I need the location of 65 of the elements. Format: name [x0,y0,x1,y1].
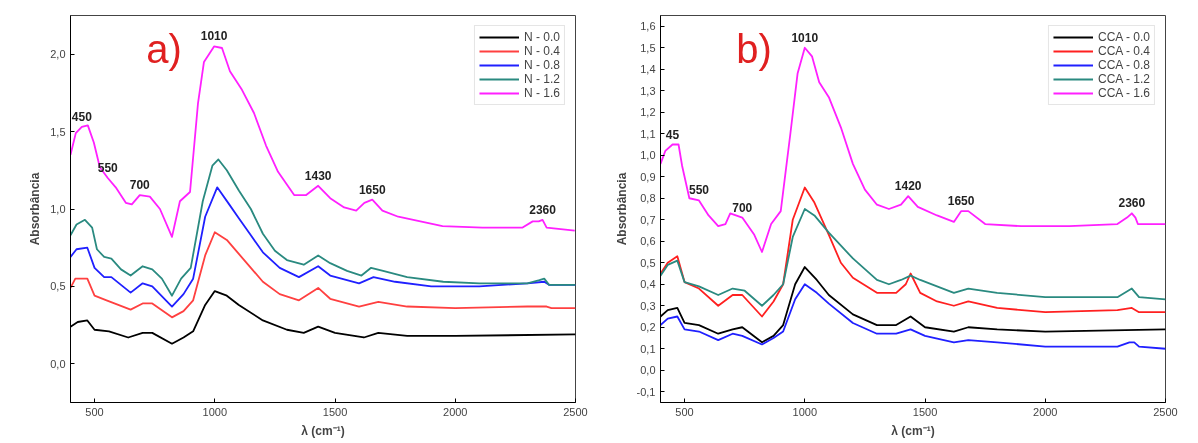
y-tick-label: 0,4 [640,278,656,291]
annotation: 700 [732,200,753,215]
line-series [660,283,1166,350]
y-tick-label: 1,5 [640,41,656,54]
y-tick-label: 0,6 [640,235,656,248]
x-axis-title: λ (cm⁻¹) [301,423,345,438]
x-tick-label: 2500 [563,405,588,418]
annotation: 1010 [200,29,228,44]
y-tick-label: 1,0 [50,203,66,215]
y-tick-label: 2,0 [50,48,66,61]
y-tick-label: 0,5 [50,280,66,293]
x-tick-label: 1000 [792,405,818,418]
y-tick-label: 0,0 [50,357,66,370]
y-tick-label: 0,7 [640,213,656,226]
annotation: 550 [688,183,710,198]
x-axis-title: λ (cm⁻¹) [891,423,935,438]
y-tick-label: 0,3 [640,299,656,312]
line-series [70,231,576,319]
y-tick-label: 1,0 [640,149,656,162]
legend-label: N - 1.6 [523,86,560,100]
annotation: 1420 [894,179,922,194]
legend-label: CCA - 1.6 [1097,86,1150,100]
x-tick-label: 2000 [1033,405,1058,418]
legend-label: CCA - 1.2 [1097,72,1150,86]
annotation: 1650 [947,194,975,209]
x-tick-label: 500 [675,405,694,418]
legend-label: N - 1.2 [523,72,560,86]
annotation: 1010 [791,30,819,45]
annotation: 2360 [529,202,557,217]
x-tick-label: 1000 [202,405,228,418]
legend-label: N - 0.0 [523,30,560,44]
annotation: 2360 [1118,196,1146,211]
y-tick-label: 0,9 [640,170,656,183]
legend-label: N - 0.8 [523,58,560,72]
y-tick-label: 1,5 [50,125,66,138]
y-tick-label: -0,1 [636,385,656,398]
x-tick-label: 1500 [322,405,348,418]
y-axis-title: Absorbância [614,172,629,246]
annotation: 45 [665,127,680,142]
annotation: 1430 [304,168,332,183]
x-tick-label: 500 [85,405,104,418]
legend-label: CCA - 0.0 [1097,30,1150,44]
line-series [70,158,576,297]
y-tick-label: 0,8 [640,192,656,205]
legend-label: N - 0.4 [523,44,560,58]
y-axis-title: Absorbância [28,172,43,246]
y-tick-label: 1,2 [640,106,656,119]
y-tick-label: 0,0 [640,364,656,377]
y-tick-label: 1,4 [640,63,656,76]
y-tick-label: 1,3 [640,84,656,97]
x-tick-label: 2000 [443,405,468,418]
y-tick-label: 0,1 [640,342,656,355]
legend-label: CCA - 0.4 [1097,44,1150,58]
x-tick-label: 2500 [1153,405,1178,418]
annotation: 700 [129,178,151,193]
y-tick-label: 1,1 [640,127,656,140]
annotation: 450 [71,109,93,124]
y-tick-label: 1,6 [640,20,656,33]
x-tick-label: 1500 [912,405,938,418]
y-tick-label: 0,2 [640,321,656,334]
annotation: 1650 [358,182,386,197]
annotation: a) [146,27,182,72]
legend-label: CCA - 0.8 [1097,58,1150,72]
annotation: b) [736,27,772,72]
y-tick-label: 0,5 [640,256,656,269]
